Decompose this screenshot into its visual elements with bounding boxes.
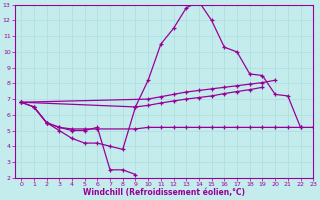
X-axis label: Windchill (Refroidissement éolien,°C): Windchill (Refroidissement éolien,°C) [83, 188, 245, 197]
